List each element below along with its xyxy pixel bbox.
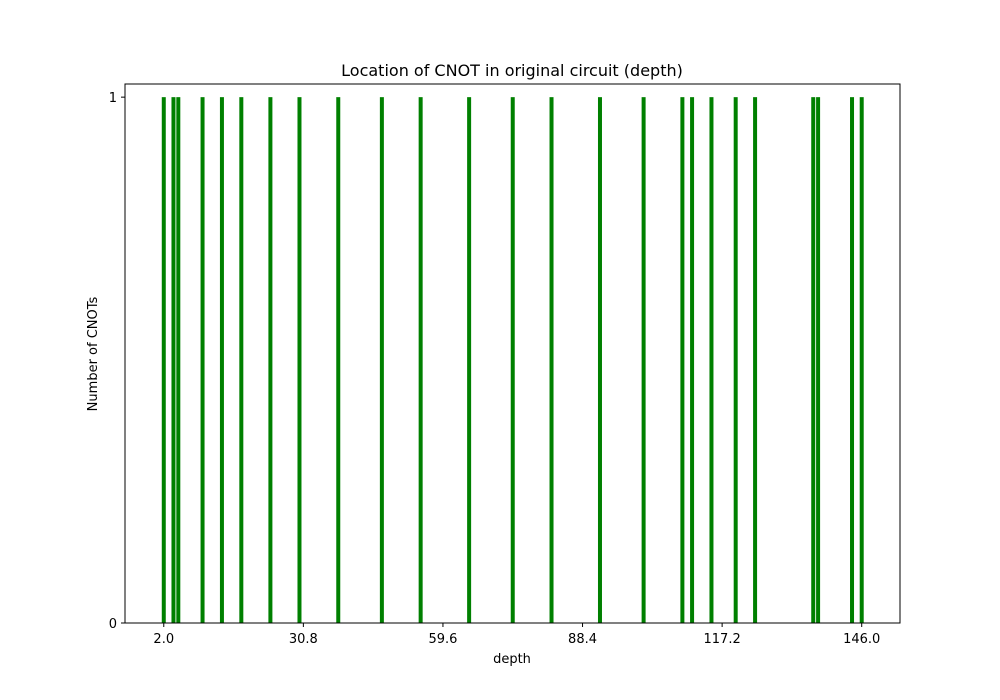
bar	[597, 97, 602, 623]
x-tick-label: 59.6	[428, 632, 457, 647]
y-axis-label: Number of CNOTs	[86, 296, 101, 411]
bar	[859, 97, 864, 623]
bar	[200, 97, 205, 623]
bar	[811, 97, 816, 623]
bar	[176, 97, 181, 623]
x-axis-ticks: 2.0 30.8 59.6 88.4 117.2 146.0	[153, 623, 880, 647]
bar	[171, 97, 176, 623]
bar	[379, 97, 384, 623]
y-axis-ticks: 01	[109, 91, 125, 632]
bar	[709, 97, 714, 623]
x-tick-label: 2.0	[153, 632, 174, 647]
bar	[418, 97, 423, 623]
bar	[680, 97, 685, 623]
bar	[690, 97, 695, 623]
bar	[549, 97, 554, 623]
bar	[816, 97, 821, 623]
plot-frame	[124, 83, 901, 624]
x-axis-label: depth	[493, 652, 531, 667]
bar	[641, 97, 646, 623]
bar	[753, 97, 758, 623]
x-tick-label: 30.8	[289, 632, 318, 647]
bar	[510, 97, 515, 623]
x-tick-label: 88.4	[568, 632, 597, 647]
bar	[850, 97, 855, 623]
y-tick-label: 0	[109, 617, 117, 632]
bar	[297, 97, 302, 623]
bars-layer	[161, 97, 864, 623]
bar	[268, 97, 273, 623]
bar	[467, 97, 472, 623]
bar	[733, 97, 738, 623]
bar	[239, 97, 244, 623]
x-tick-label: 117.2	[704, 632, 741, 647]
bar	[161, 97, 166, 623]
y-tick-label: 1	[109, 91, 117, 106]
chart-title: Location of CNOT in original circuit (de…	[341, 61, 683, 80]
x-tick-label: 146.0	[843, 632, 880, 647]
bar	[336, 97, 341, 623]
bar	[219, 97, 224, 623]
